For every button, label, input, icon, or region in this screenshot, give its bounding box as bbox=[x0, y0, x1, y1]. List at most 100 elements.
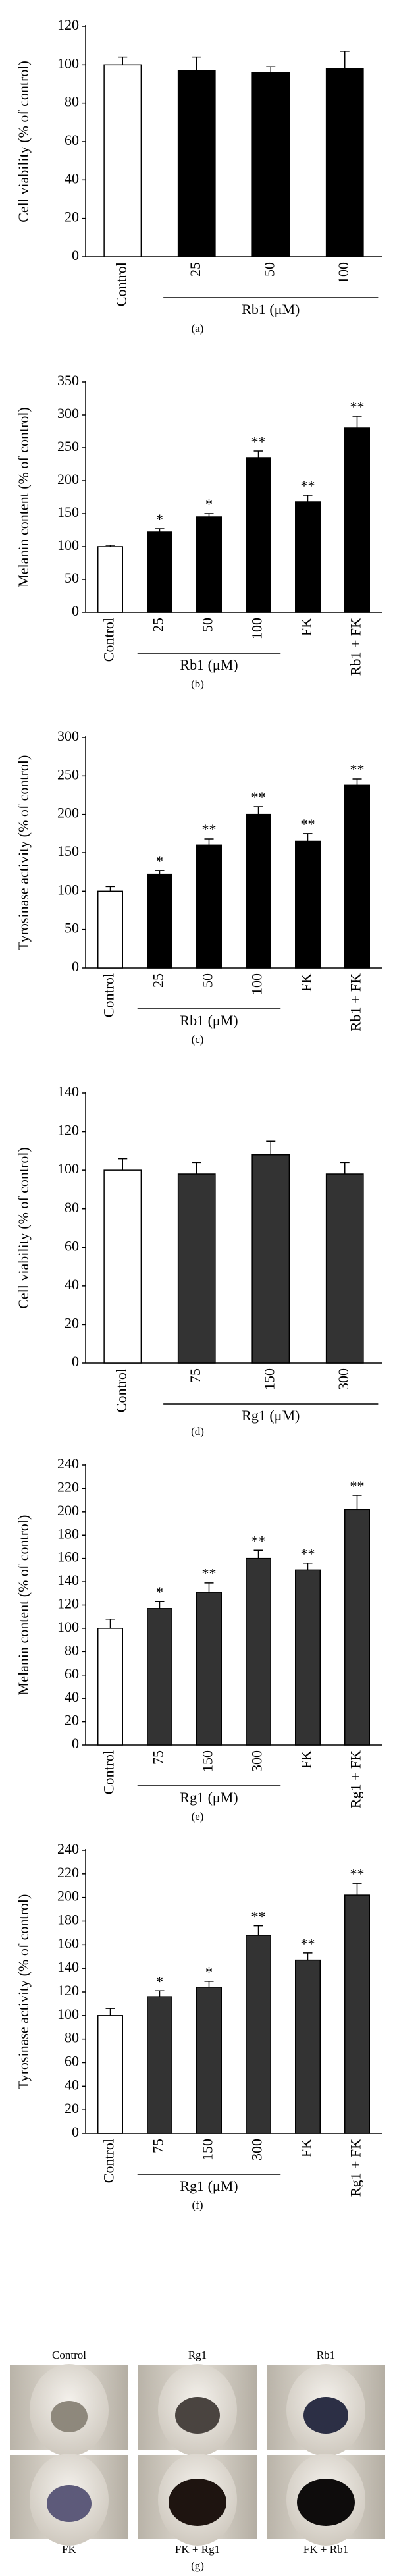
bar bbox=[251, 72, 290, 257]
error-bar bbox=[340, 51, 350, 69]
bar bbox=[196, 1987, 222, 2134]
error-bar bbox=[118, 1158, 128, 1171]
bar bbox=[246, 1557, 271, 1746]
error-bar bbox=[155, 1601, 165, 1609]
y-tick-label: 220 bbox=[57, 1864, 79, 1881]
y-tick-label: 80 bbox=[65, 2029, 79, 2046]
group-label: Rb1 (μM) bbox=[180, 657, 238, 673]
x-tick-label: 300 bbox=[249, 1750, 265, 1772]
bar bbox=[177, 70, 216, 257]
error-bar bbox=[253, 1925, 263, 1935]
x-tick-label: Rg1 + FK bbox=[348, 2139, 364, 2197]
error-bar bbox=[105, 2008, 115, 2016]
error-bar bbox=[105, 1619, 115, 1628]
y-tick-label: 350 bbox=[57, 372, 79, 389]
y-tick-label: 160 bbox=[57, 1935, 79, 1951]
x-tick-label: 75 bbox=[150, 1750, 167, 1765]
y-axis-label: Tyrosinase activity (% of control) bbox=[15, 1894, 32, 2090]
x-tick-label: 75 bbox=[150, 2139, 167, 2153]
error-bar bbox=[266, 1140, 276, 1155]
x-tick-label: Control bbox=[101, 2139, 117, 2183]
bar bbox=[325, 1173, 364, 1364]
y-tick-label: 240 bbox=[57, 1840, 79, 1857]
x-tick-label: Control bbox=[113, 1368, 129, 1412]
error-bar bbox=[155, 1990, 165, 1997]
group-label: Rb1 (μM) bbox=[180, 1012, 238, 1029]
y-tick-label: 300 bbox=[57, 728, 79, 744]
bar bbox=[97, 1628, 123, 1746]
y-tick-label: 120 bbox=[57, 1982, 79, 1999]
y-tick-label: 100 bbox=[57, 1160, 79, 1177]
x-tick-label: 150 bbox=[199, 2139, 216, 2160]
caption: (a) bbox=[192, 322, 204, 335]
y-tick-label: 0 bbox=[72, 2124, 79, 2140]
significance: * bbox=[156, 1973, 163, 1989]
bar bbox=[344, 427, 370, 613]
pellet bbox=[169, 2479, 226, 2526]
y-tick-label: 220 bbox=[57, 1478, 79, 1495]
error-bar bbox=[155, 528, 165, 532]
y-tick-label: 20 bbox=[65, 2100, 79, 2116]
bar bbox=[344, 1509, 370, 1746]
error-bar bbox=[352, 778, 362, 786]
caption: (d) bbox=[191, 1425, 204, 1437]
y-axis-label: Melanin content (% of control) bbox=[15, 407, 32, 587]
x-tick-label: 25 bbox=[150, 618, 167, 632]
y-tick-label: 140 bbox=[57, 1572, 79, 1588]
y-tick-label: 140 bbox=[57, 1958, 79, 1975]
significance: ** bbox=[350, 398, 365, 415]
bar bbox=[251, 1154, 290, 1364]
y-tick-label: 0 bbox=[72, 1735, 79, 1752]
group-label: Rg1 (μM) bbox=[180, 1789, 238, 1806]
bar bbox=[147, 1996, 172, 2134]
photo-label: FK bbox=[62, 2543, 76, 2556]
significance: ** bbox=[350, 761, 365, 778]
significance: ** bbox=[251, 433, 266, 450]
y-tick-label: 200 bbox=[57, 471, 79, 487]
significance: ** bbox=[350, 1865, 365, 1882]
y-tick-label: 250 bbox=[57, 438, 79, 454]
significance: ** bbox=[202, 821, 217, 838]
significance: ** bbox=[301, 816, 315, 832]
y-tick-label: 240 bbox=[57, 1455, 79, 1472]
y-tick-label: 120 bbox=[57, 1596, 79, 1612]
x-tick-label: 25 bbox=[150, 973, 167, 988]
y-tick-label: 300 bbox=[57, 405, 79, 421]
caption: (c) bbox=[192, 1033, 204, 1046]
caption: (f) bbox=[192, 2199, 203, 2211]
x-tick-label: Control bbox=[101, 618, 117, 662]
error-bar bbox=[204, 513, 214, 517]
error-bar bbox=[352, 1883, 362, 1896]
y-tick-label: 160 bbox=[57, 1549, 79, 1565]
bar bbox=[196, 844, 222, 969]
y-tick-label: 20 bbox=[65, 209, 79, 225]
y-axis-label: Melanin content (% of control) bbox=[15, 1515, 32, 1696]
error-bar bbox=[253, 450, 263, 458]
y-tick-label: 150 bbox=[57, 504, 79, 520]
y-tick-label: 60 bbox=[65, 1665, 79, 1682]
x-tick-label: 50 bbox=[261, 262, 277, 277]
y-tick-label: 100 bbox=[57, 537, 79, 553]
y-tick-label: 140 bbox=[57, 1083, 79, 1100]
y-tick-label: 80 bbox=[65, 1199, 79, 1216]
x-tick-label: 75 bbox=[187, 1368, 203, 1383]
pellet bbox=[51, 2401, 88, 2432]
y-tick-label: 50 bbox=[65, 920, 79, 936]
x-tick-label: FK bbox=[298, 1750, 315, 1769]
x-tick-label: FK bbox=[298, 973, 315, 992]
bar bbox=[97, 890, 123, 969]
y-tick-label: 200 bbox=[57, 805, 79, 821]
y-tick-label: 60 bbox=[65, 132, 79, 148]
y-tick-label: 0 bbox=[72, 603, 79, 619]
y-tick-label: 200 bbox=[57, 1888, 79, 1904]
pellet bbox=[303, 2397, 348, 2434]
y-tick-label: 0 bbox=[72, 247, 79, 263]
error-bar bbox=[303, 495, 313, 502]
error-bar bbox=[105, 545, 115, 547]
photo-label: Control bbox=[52, 2349, 86, 2361]
y-tick-label: 250 bbox=[57, 766, 79, 782]
bar bbox=[246, 1935, 271, 2134]
y-tick-label: 80 bbox=[65, 94, 79, 110]
x-tick-label: 100 bbox=[249, 973, 265, 995]
significance: ** bbox=[301, 1545, 315, 1562]
